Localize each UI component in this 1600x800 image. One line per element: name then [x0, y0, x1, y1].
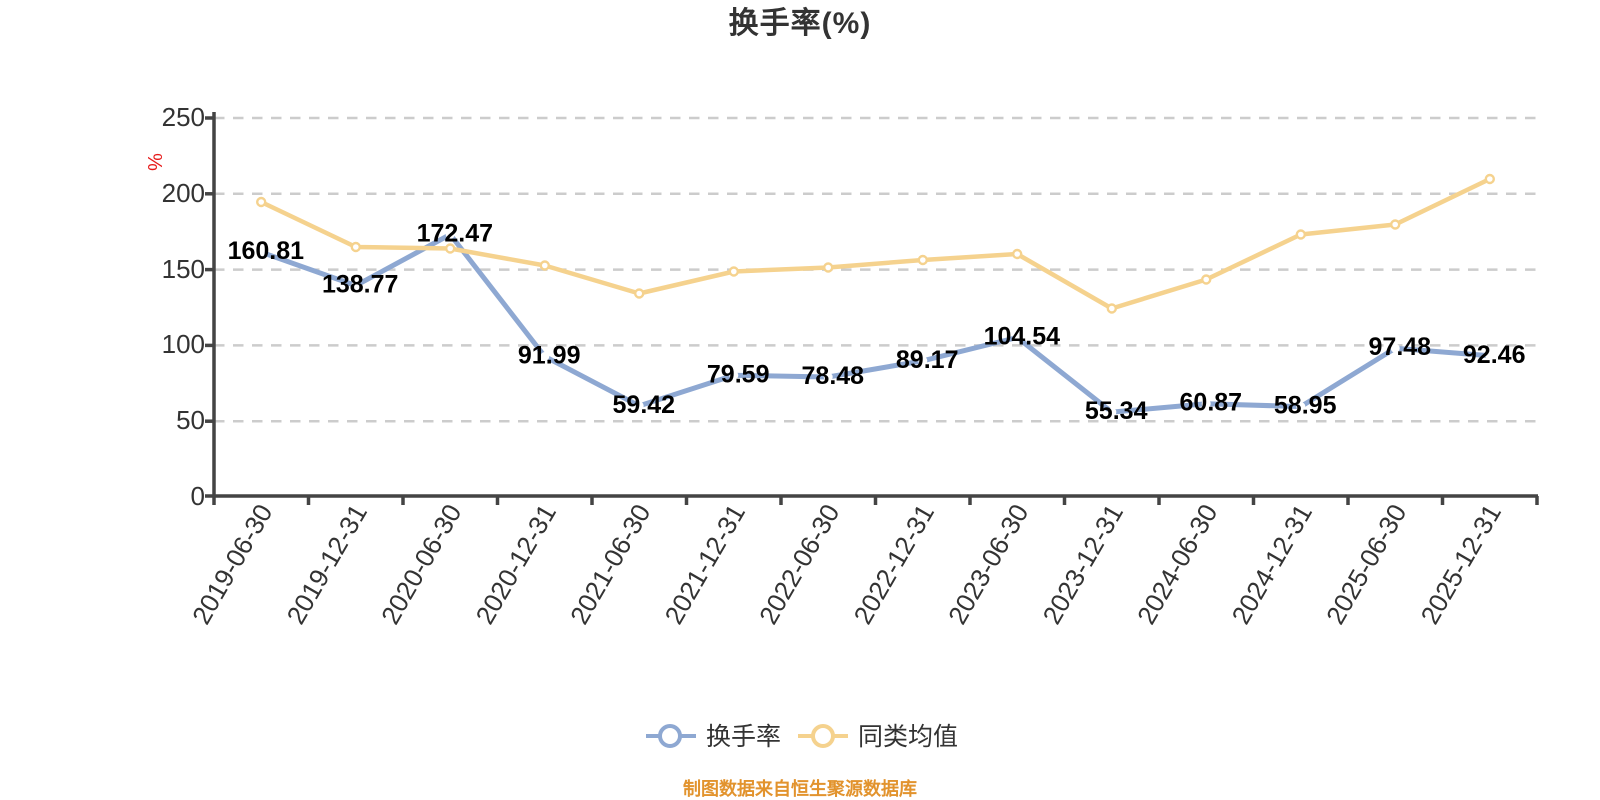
svg-text:55.34: 55.34 — [1085, 397, 1148, 425]
svg-text:制图数据来自恒生聚源数据库: 制图数据来自恒生聚源数据库 — [683, 778, 917, 799]
svg-text:160.81: 160.81 — [228, 237, 305, 265]
svg-text:58.95: 58.95 — [1274, 392, 1337, 420]
svg-text:92.46: 92.46 — [1463, 341, 1526, 369]
svg-text:0: 0 — [191, 481, 205, 511]
svg-text:78.48: 78.48 — [802, 362, 865, 390]
svg-text:150: 150 — [162, 254, 205, 284]
svg-text:138.77: 138.77 — [322, 271, 398, 299]
svg-text:50: 50 — [176, 405, 205, 435]
svg-text:59.42: 59.42 — [613, 391, 676, 419]
svg-text:60.87: 60.87 — [1180, 389, 1243, 417]
svg-text:同类均值: 同类均值 — [858, 723, 958, 751]
svg-text:换手率(%): 换手率(%) — [729, 7, 872, 40]
svg-text:250: 250 — [162, 102, 205, 132]
svg-text:97.48: 97.48 — [1369, 333, 1432, 361]
svg-text:89.17: 89.17 — [896, 346, 959, 374]
svg-text:79.59: 79.59 — [707, 360, 770, 388]
svg-text:换手率: 换手率 — [706, 723, 781, 751]
svg-text:91.99: 91.99 — [518, 342, 581, 370]
svg-text:%: % — [143, 153, 165, 171]
svg-text:100: 100 — [162, 329, 205, 359]
svg-text:172.47: 172.47 — [417, 220, 493, 248]
svg-text:104.54: 104.54 — [984, 323, 1061, 351]
svg-text:200: 200 — [162, 178, 205, 208]
